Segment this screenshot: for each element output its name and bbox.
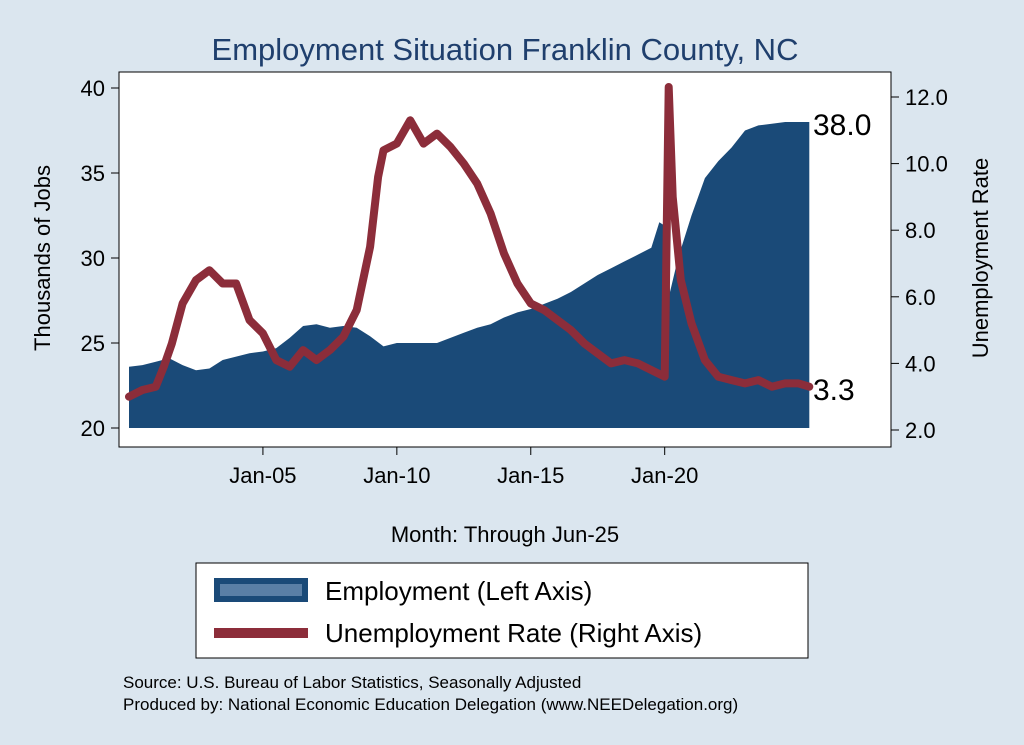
legend: Employment (Left Axis) Unemployment Rate… bbox=[195, 562, 809, 659]
left-axis: 20 25 30 35 40 bbox=[81, 76, 119, 441]
right-tick-label: 4.0 bbox=[905, 351, 936, 376]
unemployment-series bbox=[125, 83, 814, 401]
legend-swatch-employment-inner bbox=[220, 584, 302, 596]
y-axis-right-label: Unemployment Rate bbox=[968, 158, 993, 359]
left-tick-label: 35 bbox=[81, 161, 105, 186]
left-tick-label: 25 bbox=[81, 331, 105, 356]
right-tick-label: 2.0 bbox=[905, 418, 936, 443]
left-tick-label: 40 bbox=[81, 76, 105, 101]
x-tick-label: Jan-10 bbox=[363, 463, 430, 488]
x-tick-label: Jan-20 bbox=[631, 463, 698, 488]
x-axis: Jan-05 Jan-10 Jan-15 Jan-20 bbox=[229, 447, 698, 488]
unemployment-end-label: 3.3 bbox=[813, 374, 855, 407]
y-axis-left-label: Thousands of Jobs bbox=[30, 165, 55, 351]
employment-end-label: 38.0 bbox=[813, 109, 871, 142]
right-tick-label: 10.0 bbox=[905, 152, 948, 177]
x-tick-label: Jan-15 bbox=[497, 463, 564, 488]
right-axis: 2.0 4.0 6.0 8.0 10.0 12.0 bbox=[891, 85, 948, 443]
left-tick-label: 30 bbox=[81, 246, 105, 271]
right-tick-label: 12.0 bbox=[905, 85, 948, 110]
unemployment-line bbox=[125, 83, 814, 401]
right-tick-label: 8.0 bbox=[905, 218, 936, 243]
left-tick-label: 20 bbox=[81, 416, 105, 441]
x-tick-label: Jan-05 bbox=[229, 463, 296, 488]
chart-title: Employment Situation Franklin County, NC bbox=[212, 32, 799, 67]
legend-label-unemployment: Unemployment Rate (Right Axis) bbox=[325, 618, 702, 648]
source-line-2: Produced by: National Economic Education… bbox=[123, 695, 738, 714]
x-axis-label: Month: Through Jun-25 bbox=[391, 522, 619, 547]
right-tick-label: 6.0 bbox=[905, 285, 936, 310]
source-line-1: Source: U.S. Bureau of Labor Statistics,… bbox=[123, 673, 581, 692]
legend-label-employment: Employment (Left Axis) bbox=[325, 576, 592, 606]
